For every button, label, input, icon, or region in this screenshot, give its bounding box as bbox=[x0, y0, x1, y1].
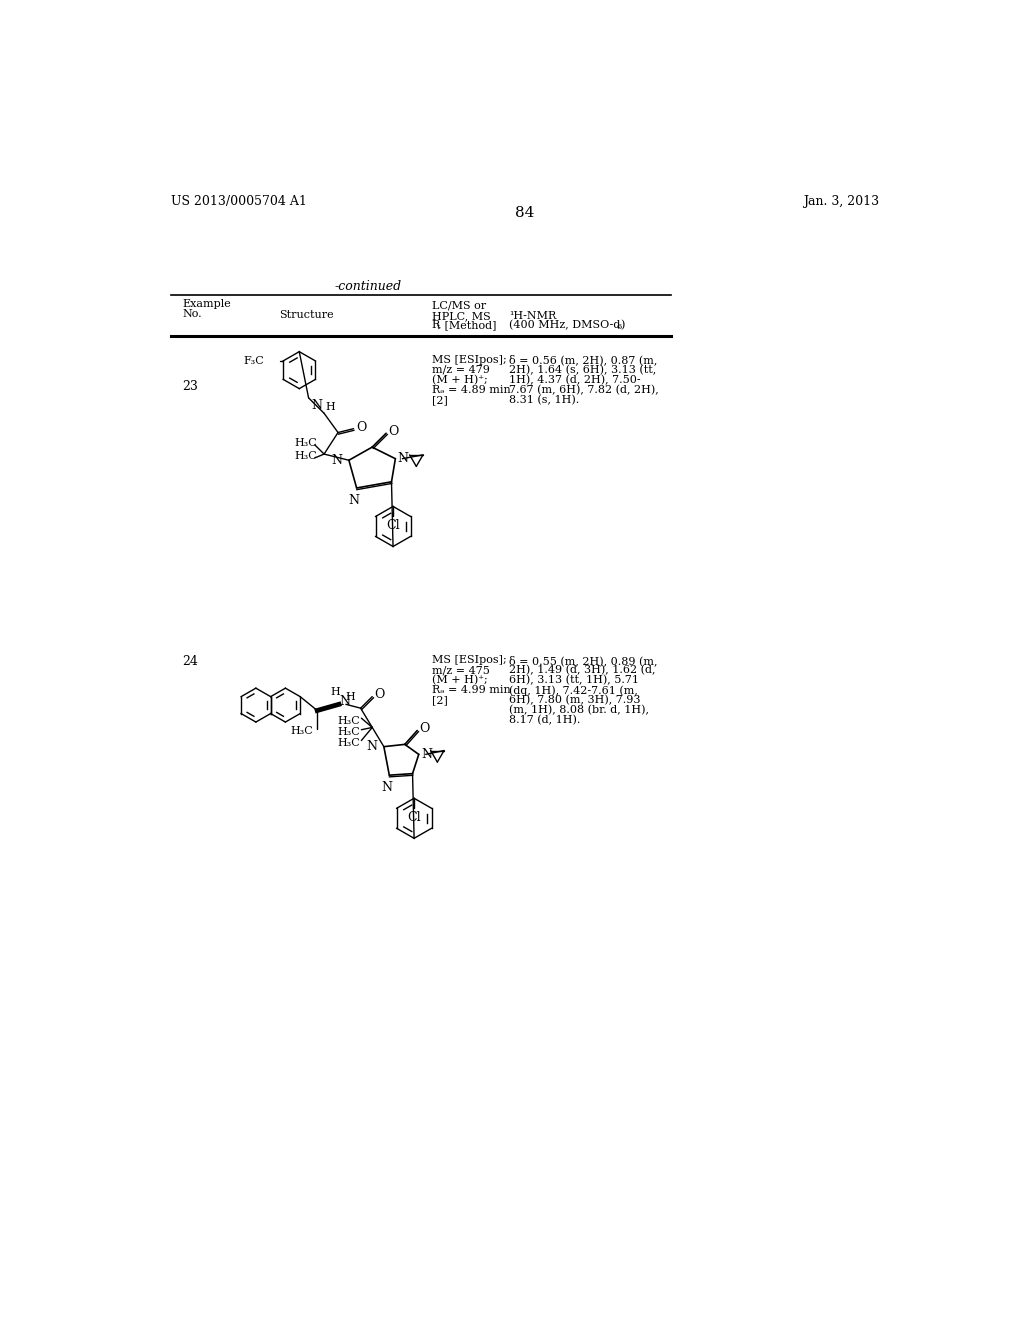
Text: Example: Example bbox=[182, 300, 231, 309]
Text: ¹H-NMR: ¹H-NMR bbox=[509, 312, 557, 321]
Text: N: N bbox=[366, 741, 377, 754]
Text: 84: 84 bbox=[515, 206, 535, 220]
Text: [Method]: [Method] bbox=[441, 321, 497, 330]
Text: Rₔ = 4.99 min: Rₔ = 4.99 min bbox=[432, 685, 511, 696]
Text: H₃C: H₃C bbox=[337, 727, 360, 737]
Text: O: O bbox=[375, 688, 385, 701]
Text: (dq, 1H), 7.42-7.61 (m,: (dq, 1H), 7.42-7.61 (m, bbox=[509, 685, 638, 696]
Text: N: N bbox=[340, 694, 350, 708]
Text: O: O bbox=[356, 421, 367, 434]
Text: H: H bbox=[326, 403, 336, 412]
Text: [2]: [2] bbox=[432, 395, 447, 405]
Text: LC/MS or: LC/MS or bbox=[432, 301, 486, 310]
Text: t: t bbox=[437, 323, 440, 331]
Text: N: N bbox=[382, 781, 392, 795]
Text: [2]: [2] bbox=[432, 696, 447, 705]
Text: (M + H)⁺;: (M + H)⁺; bbox=[432, 375, 487, 385]
Text: N: N bbox=[331, 454, 342, 467]
Text: US 2013/0005704 A1: US 2013/0005704 A1 bbox=[171, 194, 306, 207]
Text: Jan. 3, 2013: Jan. 3, 2013 bbox=[803, 194, 879, 207]
Text: O: O bbox=[388, 425, 398, 438]
Text: (M + H)⁺;: (M + H)⁺; bbox=[432, 675, 487, 685]
Text: N: N bbox=[349, 494, 359, 507]
Text: (400 MHz, DMSO-d: (400 MHz, DMSO-d bbox=[509, 321, 621, 330]
Text: H: H bbox=[346, 692, 355, 702]
Text: H₃C: H₃C bbox=[295, 438, 317, 449]
Text: 6H), 7.80 (m, 3H), 7.93: 6H), 7.80 (m, 3H), 7.93 bbox=[509, 696, 641, 705]
Text: ): ) bbox=[621, 321, 625, 330]
Text: Structure: Structure bbox=[279, 310, 334, 319]
Text: (m, 1H), 8.08 (br. d, 1H),: (m, 1H), 8.08 (br. d, 1H), bbox=[509, 705, 649, 715]
Text: HPLC, MS: HPLC, MS bbox=[432, 312, 490, 321]
Text: H₃C: H₃C bbox=[337, 717, 360, 726]
Text: 8.31 (s, 1H).: 8.31 (s, 1H). bbox=[509, 395, 580, 405]
Text: H₃C: H₃C bbox=[295, 450, 317, 461]
Text: N: N bbox=[311, 399, 323, 412]
Text: 6H), 3.13 (tt, 1H), 5.71: 6H), 3.13 (tt, 1H), 5.71 bbox=[509, 675, 639, 685]
Text: m/z = 475: m/z = 475 bbox=[432, 665, 489, 675]
Text: O: O bbox=[420, 722, 430, 735]
Text: H₃C: H₃C bbox=[290, 726, 313, 737]
Text: 1H), 4.37 (d, 2H), 7.50-: 1H), 4.37 (d, 2H), 7.50- bbox=[509, 375, 641, 385]
Text: H₃C: H₃C bbox=[337, 738, 360, 748]
Text: -continued: -continued bbox=[335, 280, 401, 293]
Text: N: N bbox=[421, 748, 432, 760]
Text: H: H bbox=[330, 686, 340, 697]
Text: No.: No. bbox=[182, 309, 202, 319]
Text: F₃C: F₃C bbox=[244, 356, 264, 366]
Text: 7.67 (m, 6H), 7.82 (d, 2H),: 7.67 (m, 6H), 7.82 (d, 2H), bbox=[509, 385, 659, 395]
Text: m/z = 479: m/z = 479 bbox=[432, 364, 489, 375]
Text: N: N bbox=[397, 453, 408, 465]
Text: 24: 24 bbox=[182, 655, 198, 668]
Text: 8.17 (d, 1H).: 8.17 (d, 1H). bbox=[509, 715, 581, 726]
Text: 6: 6 bbox=[616, 323, 622, 331]
Text: δ = 0.55 (m, 2H), 0.89 (m,: δ = 0.55 (m, 2H), 0.89 (m, bbox=[509, 655, 657, 665]
Text: δ = 0.56 (m, 2H), 0.87 (m,: δ = 0.56 (m, 2H), 0.87 (m, bbox=[509, 355, 657, 366]
Text: R: R bbox=[432, 321, 440, 330]
Text: Rₔ = 4.89 min: Rₔ = 4.89 min bbox=[432, 385, 511, 395]
Text: Cl: Cl bbox=[386, 519, 399, 532]
Text: MS [ESIpos];: MS [ESIpos]; bbox=[432, 355, 507, 364]
Text: 2H), 1.64 (s, 6H), 3.13 (tt,: 2H), 1.64 (s, 6H), 3.13 (tt, bbox=[509, 364, 656, 375]
Text: 23: 23 bbox=[182, 380, 198, 393]
Text: 2H), 1.49 (d, 3H), 1.62 (d,: 2H), 1.49 (d, 3H), 1.62 (d, bbox=[509, 665, 655, 676]
Text: MS [ESIpos];: MS [ESIpos]; bbox=[432, 655, 507, 665]
Text: Cl: Cl bbox=[408, 810, 421, 824]
